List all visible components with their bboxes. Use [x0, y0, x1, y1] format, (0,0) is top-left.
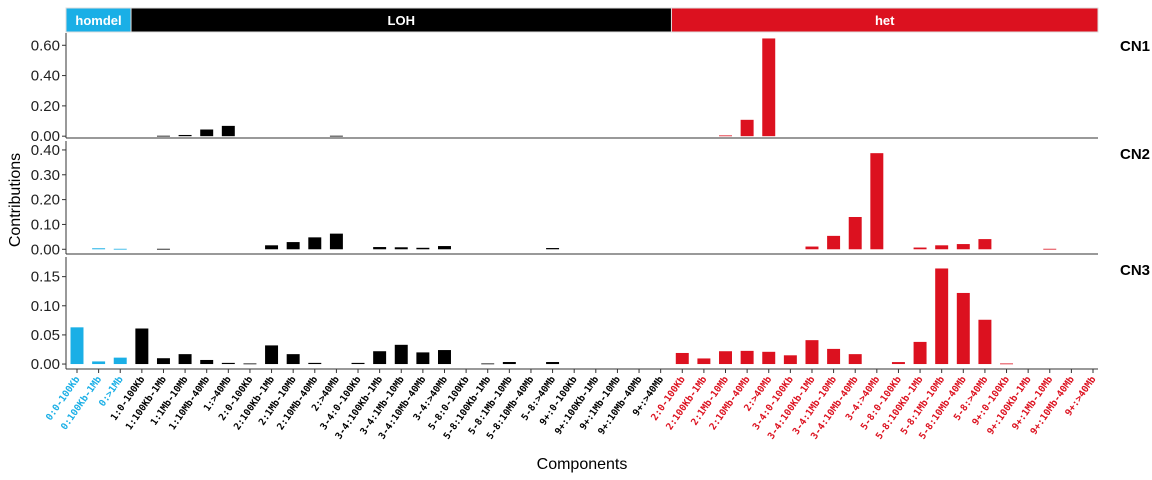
bar	[1043, 248, 1057, 250]
bar	[546, 248, 560, 250]
strip-label: homdel	[75, 13, 121, 28]
bar	[243, 363, 257, 365]
bar	[286, 354, 300, 365]
bar	[286, 242, 300, 250]
bar	[805, 246, 819, 250]
group-strips: homdel LOH het	[65, 7, 1099, 33]
y-tick-label: 0.20	[31, 98, 60, 115]
bar	[178, 134, 192, 137]
bar	[394, 344, 408, 365]
bar	[156, 135, 170, 137]
y-tick-label: 0.40	[31, 142, 60, 159]
bar	[351, 362, 365, 365]
y-tick-label: 0.40	[31, 68, 60, 85]
bar	[265, 345, 279, 365]
bar	[848, 354, 862, 365]
bar	[546, 362, 560, 365]
bar	[394, 247, 408, 250]
bar	[913, 247, 927, 250]
bar	[92, 248, 106, 250]
bar	[762, 351, 776, 365]
panel-cn1: 0.00 0.20 0.40 0.60 CN1	[31, 33, 1150, 145]
y-tick-label: 0.20	[31, 192, 60, 209]
facet-label: CN3	[1120, 262, 1150, 279]
bar	[70, 327, 84, 365]
bar	[221, 125, 235, 137]
strip-label: LOH	[388, 13, 415, 28]
bar	[697, 358, 711, 365]
bar	[113, 248, 127, 250]
strip-loh	[130, 7, 672, 33]
bar	[675, 352, 689, 365]
bar	[329, 233, 343, 250]
panel-cn2: 0.00 0.10 0.20 0.30 0.40 CN2	[31, 141, 1150, 258]
facet-label: CN2	[1120, 146, 1150, 163]
y-tick-label: 0.05	[31, 327, 60, 344]
bar	[221, 362, 235, 365]
bar	[978, 239, 992, 250]
bar	[156, 358, 170, 365]
bar	[200, 129, 214, 137]
bar	[481, 363, 495, 365]
bar	[502, 362, 516, 365]
strip-het	[670, 7, 1099, 33]
facet-panels: 0.00 0.20 0.40 0.60 CN1 0.00 0.10 0.20 0.30 0.40 C…	[31, 33, 1150, 373]
bar	[783, 355, 797, 365]
bar	[373, 247, 387, 250]
panel-cn3: 0.00 0.05 0.10 0.15 CN3	[31, 257, 1150, 373]
bar	[827, 348, 841, 365]
y-tick-label: 0.10	[31, 216, 60, 233]
bar	[416, 247, 430, 250]
strip-homdel	[65, 7, 132, 33]
bar	[329, 135, 343, 137]
bar	[113, 357, 127, 365]
bar	[92, 361, 106, 365]
bar	[135, 328, 149, 365]
bar	[200, 359, 214, 365]
bar	[373, 351, 387, 365]
y-tick-label: 0.10	[31, 298, 60, 315]
x-axis: 0:0-100Kb0:100Kb-1Mb0:>1Mb1:0-100Kb1:100…	[44, 369, 1099, 442]
bar	[956, 244, 970, 250]
bar	[438, 350, 451, 365]
y-tick-label: 0.00	[31, 128, 60, 145]
strip-label: het	[875, 13, 895, 28]
bar	[827, 235, 841, 250]
y-tick-label: 0.00	[31, 356, 60, 373]
bar	[1000, 363, 1014, 365]
y-tick-label: 0.60	[31, 37, 60, 54]
bar	[416, 352, 430, 365]
bar	[978, 319, 992, 365]
x-axis-title: Components	[537, 456, 628, 473]
bar	[956, 292, 970, 365]
bar	[719, 135, 732, 137]
bar	[870, 153, 884, 250]
bar	[156, 248, 170, 250]
bar	[308, 237, 322, 250]
y-tick-label: 0.15	[31, 269, 60, 286]
y-axis-title: Contributions	[7, 153, 24, 247]
bar	[438, 246, 451, 250]
bar	[719, 351, 732, 365]
bar	[935, 268, 949, 365]
bar	[913, 341, 927, 365]
bar	[265, 245, 279, 250]
y-tick-label: 0.30	[31, 167, 60, 184]
bar	[740, 119, 754, 137]
y-tick-label: 0.00	[31, 241, 60, 258]
bar	[935, 245, 949, 250]
bar	[891, 362, 905, 365]
bar	[762, 38, 776, 137]
bar	[848, 216, 862, 250]
bar	[805, 340, 819, 365]
facet-label: CN1	[1120, 38, 1150, 55]
bar	[308, 362, 322, 365]
bar	[740, 350, 754, 365]
bar	[178, 354, 192, 365]
